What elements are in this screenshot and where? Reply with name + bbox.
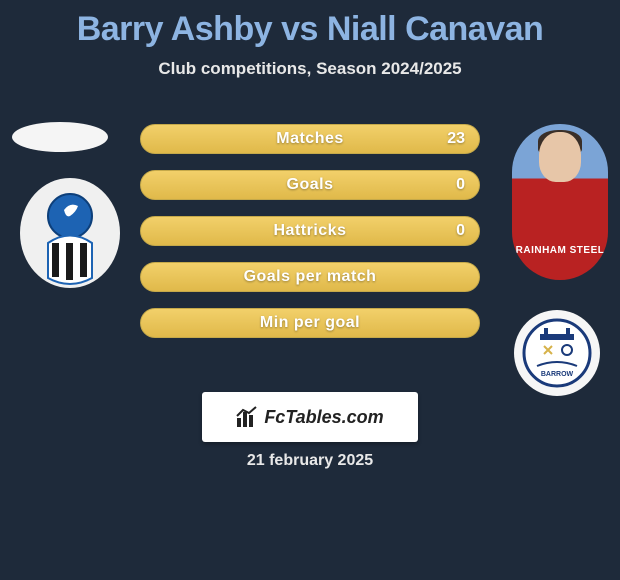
bar-value: 23 [447, 130, 465, 148]
page-subtitle: Club competitions, Season 2024/2025 [0, 59, 620, 79]
bar-value: 0 [456, 176, 465, 194]
bar-label: Goals per match [244, 268, 377, 286]
branding-box: FcTables.com [202, 392, 418, 442]
bar-label: Goals [287, 176, 334, 194]
gillingham-badge-icon [20, 178, 120, 288]
bar-label: Hattricks [274, 222, 347, 240]
branding-text: FcTables.com [264, 407, 383, 428]
bar-goals: Goals 0 [140, 170, 480, 200]
bar-value: 0 [456, 222, 465, 240]
player-avatar-right: RAINHAM STEEL [512, 124, 608, 280]
bars-icon [236, 406, 258, 428]
club-badge-left [20, 178, 120, 288]
page-title: Barry Ashby vs Niall Canavan [0, 0, 620, 49]
player-avatar-left-placeholder [12, 122, 108, 152]
footer-date: 21 february 2025 [0, 452, 620, 470]
comparison-bars: Matches 23 Goals 0 Hattricks 0 Goals per… [140, 124, 480, 354]
bar-label: Min per goal [260, 314, 360, 332]
jersey-sponsor-text: RAINHAM STEEL [512, 245, 608, 256]
bar-hattricks: Hattricks 0 [140, 216, 480, 246]
bar-label: Matches [276, 130, 344, 148]
player-head-shape [539, 132, 581, 182]
svg-text:BARROW: BARROW [541, 371, 574, 378]
bar-goals-per-match: Goals per match [140, 262, 480, 292]
barrow-badge-icon: BARROW [522, 318, 592, 388]
bar-min-per-goal: Min per goal [140, 308, 480, 338]
bar-matches: Matches 23 [140, 124, 480, 154]
club-badge-right: BARROW [514, 310, 600, 396]
